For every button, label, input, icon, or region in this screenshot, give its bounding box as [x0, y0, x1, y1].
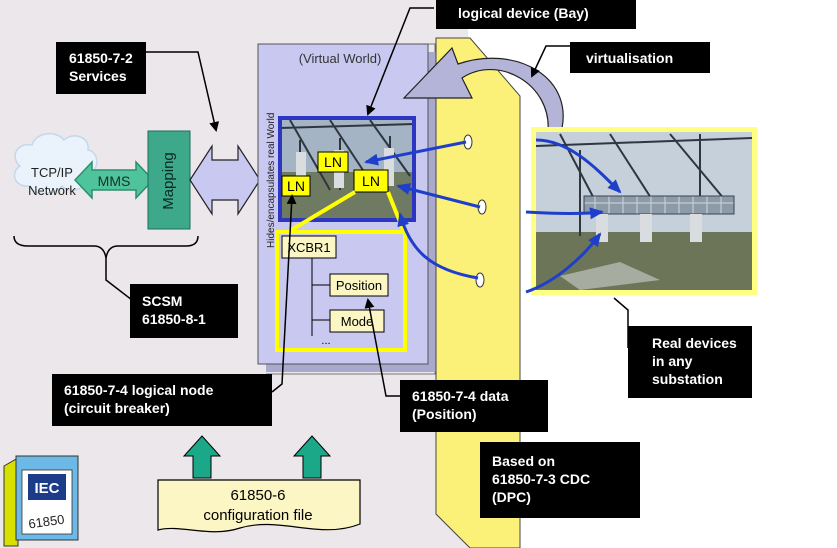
- logical-node-pointer: [271, 194, 297, 393]
- configuration-file-document: 61850-6 configuration file: [157, 479, 361, 533]
- xcbr1-tree-lines: [311, 258, 330, 336]
- blue-mapping-arrows: [364, 138, 622, 294]
- mapping-label: Mapping: [160, 152, 177, 210]
- data-label: 61850-7-4 data (Position): [400, 380, 548, 432]
- cdc-label: Based on 61850-7-3 CDC (DPC): [480, 442, 640, 518]
- mms-label: MMS: [98, 173, 131, 189]
- xcbr1-label: XCBR1: [287, 240, 330, 255]
- config-file-line2: configuration file: [203, 507, 312, 524]
- virtualisation-pointer: [530, 45, 570, 78]
- logical-device-pointer: [366, 7, 434, 116]
- ln-box-top: LN: [317, 151, 349, 173]
- config-file-line1: 61850-6: [230, 487, 285, 504]
- mapping-box: Mapping: [147, 130, 191, 230]
- virtual-world-label: (Virtual World): [299, 51, 382, 66]
- tree-ellipsis: ...: [321, 335, 330, 347]
- iec-logo-text: IEC: [34, 480, 59, 497]
- services-pointer: [146, 51, 220, 132]
- scsm-label: SCSM 61850-8-1: [130, 284, 238, 338]
- virtualisation-curved-arrow: [402, 46, 564, 137]
- services-double-arrow: [189, 143, 261, 217]
- hides-encapsulates-label: Hides/encapsulates real World: [266, 113, 277, 248]
- real-substation-photo: [531, 127, 757, 295]
- wall-hole: [475, 272, 485, 288]
- ln-label: LN: [324, 154, 342, 170]
- config-up-arrow-right: [292, 435, 332, 479]
- ln-detail-frame: [275, 230, 407, 352]
- real-devices-pointer: [613, 297, 629, 348]
- config-up-arrow-left: [182, 435, 222, 479]
- ln-box-xcbr: LN: [353, 169, 389, 193]
- iec-number-text: 61850: [27, 512, 65, 532]
- logical-device-frame: [278, 116, 416, 222]
- scsm-brace: [13, 235, 199, 259]
- logical-device-label: logical device (Bay): [436, 0, 636, 29]
- logical-node-label: 61850-7-4 logical node (circuit breaker): [52, 374, 272, 426]
- iec-61850-book-logo[interactable]: IEC 61850: [3, 455, 79, 547]
- ln-label: LN: [362, 173, 380, 189]
- position-label: Position: [336, 278, 382, 293]
- data-pointer: [364, 298, 400, 397]
- cloud-text-line1: TCP/IP: [31, 165, 73, 180]
- services-label: 61850-7-2 Services: [56, 42, 146, 94]
- ln-label: LN: [287, 178, 305, 194]
- mode-label: Mode: [341, 314, 374, 329]
- real-devices-label: Real devices in any substation: [628, 326, 752, 398]
- virtualisation-label: virtualisation: [570, 42, 710, 73]
- cloud-text-line2: Network: [28, 183, 76, 198]
- xcbr1-box: XCBR1: [281, 235, 337, 259]
- mode-box: Mode: [329, 309, 385, 333]
- position-box: Position: [329, 273, 389, 297]
- ln-box-left: LN: [281, 175, 311, 197]
- scsm-pointer: [105, 258, 133, 301]
- mms-double-arrow: MMS: [73, 160, 155, 200]
